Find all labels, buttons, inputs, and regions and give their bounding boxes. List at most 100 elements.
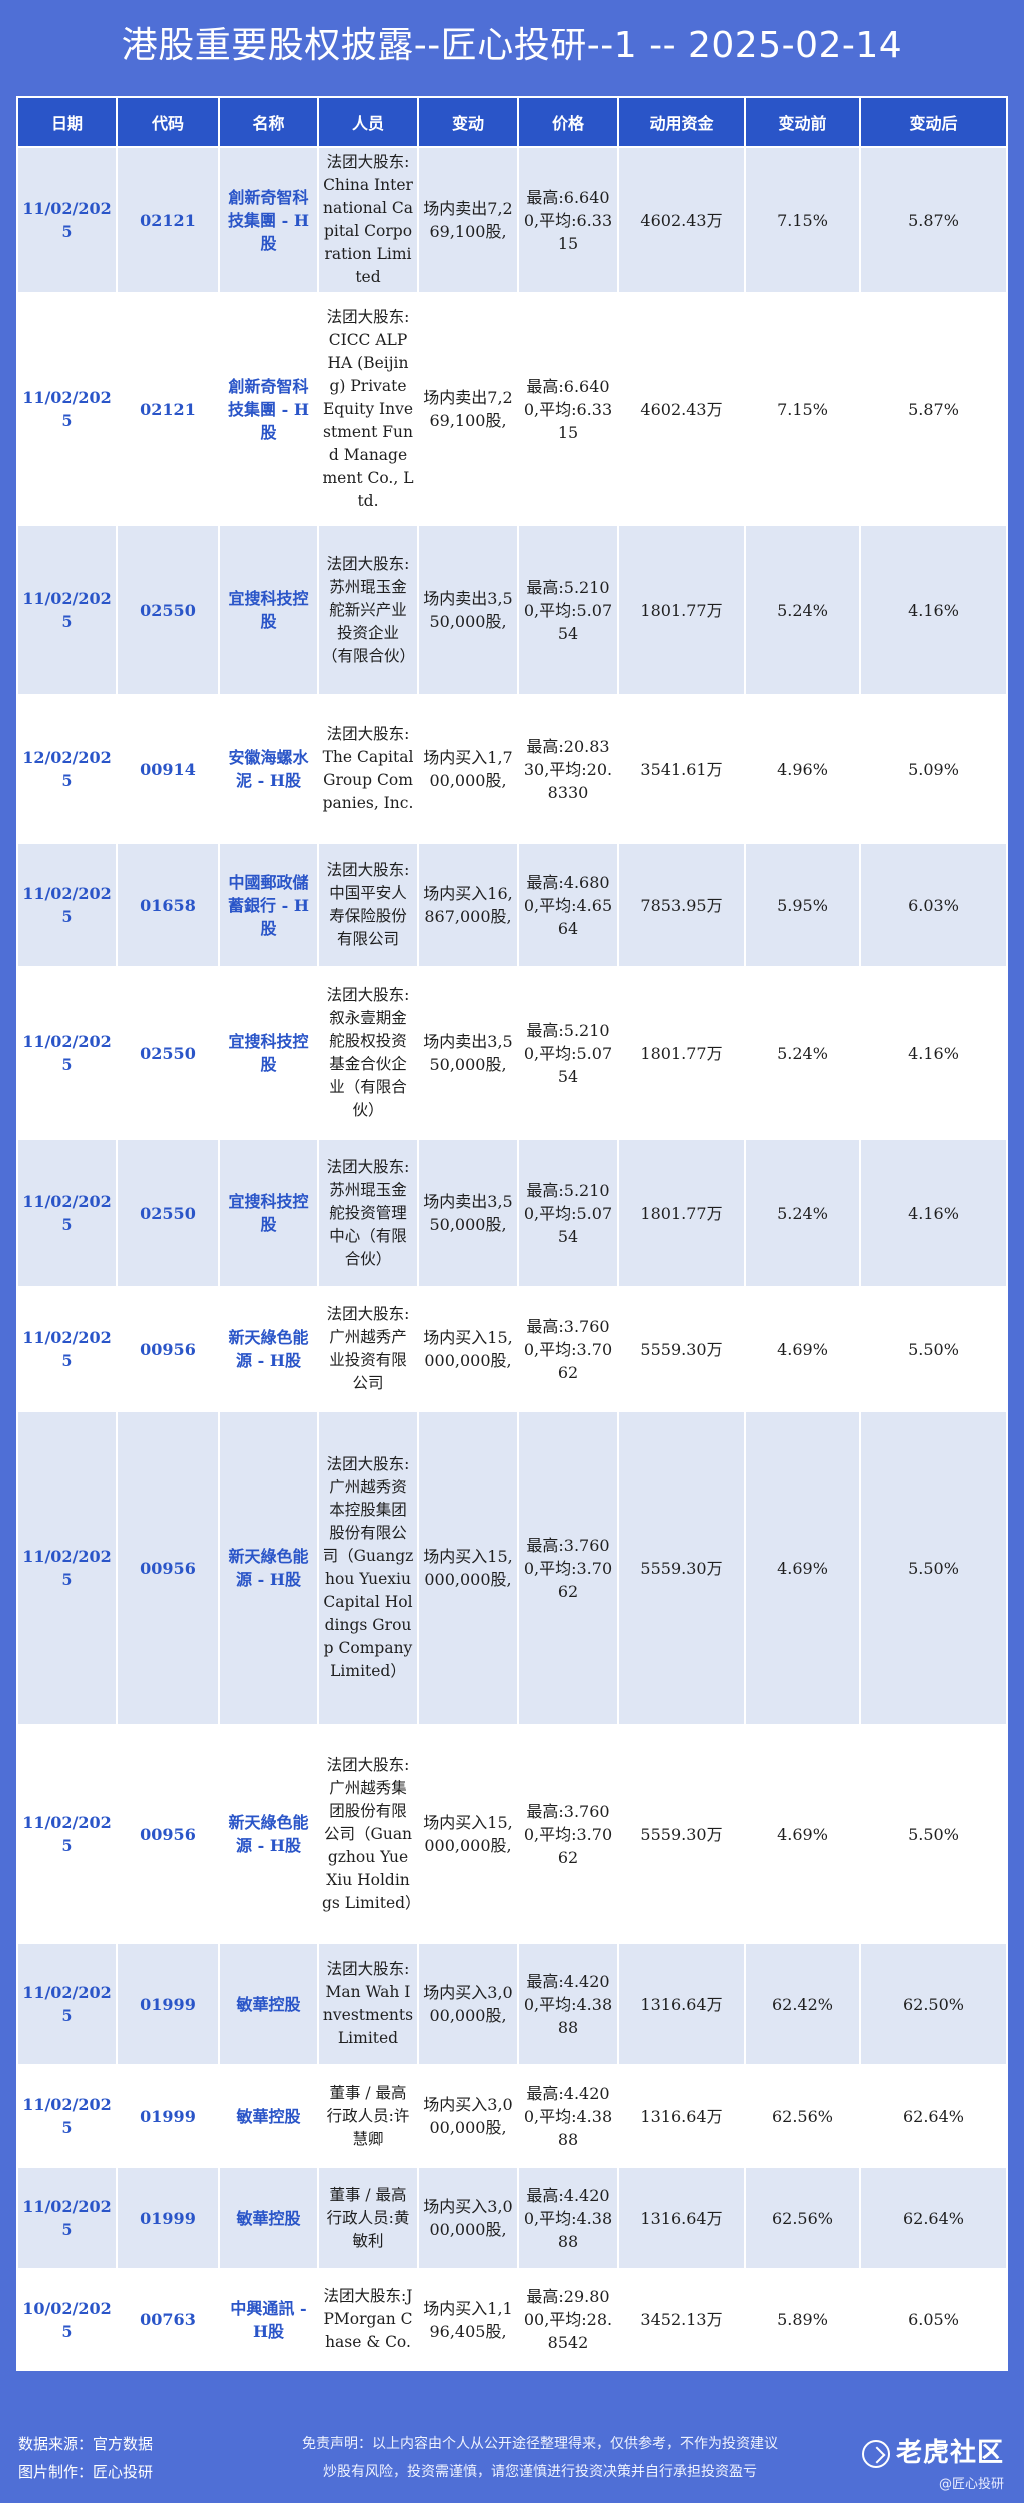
cell-change: 场内卖出7,269,100股, bbox=[417, 292, 519, 526]
footer-credits: 数据来源：官方数据 图片制作：匠心投研 bbox=[18, 2430, 153, 2486]
cell-name: 宜搜科技控股 bbox=[218, 524, 319, 696]
cell-change: 场内卖出3,550,000股, bbox=[417, 966, 519, 1140]
cell-before: 4.69% bbox=[744, 1410, 861, 1726]
cell-funds: 4602.43万 bbox=[617, 292, 746, 526]
table-row: 11/02/2025 01999 敏華控股 董事 / 最高行政人员:黄敏利 场内… bbox=[16, 2166, 1008, 2270]
cell-price: 最高:4.6800,平均:4.6564 bbox=[517, 842, 619, 968]
cell-date: 11/02/2025 bbox=[16, 524, 118, 696]
cell-date: 11/02/2025 bbox=[16, 966, 118, 1140]
cell-funds: 1801.77万 bbox=[617, 1138, 746, 1288]
cell-after: 5.87% bbox=[859, 292, 1008, 526]
cell-change: 场内买入16,867,000股, bbox=[417, 842, 519, 968]
cell-code: 01999 bbox=[116, 2166, 220, 2270]
cell-funds: 1316.64万 bbox=[617, 2064, 746, 2168]
cell-funds: 5559.30万 bbox=[617, 1286, 746, 1412]
cell-after: 5.50% bbox=[859, 1286, 1008, 1412]
cell-name: 新天綠色能源 - H股 bbox=[218, 1410, 319, 1726]
cell-price: 最高:5.2100,平均:5.0754 bbox=[517, 1138, 619, 1288]
cell-code: 02550 bbox=[116, 966, 220, 1140]
cell-funds: 4602.43万 bbox=[617, 146, 746, 294]
cell-person: 法团大股东:Man Wah Investments Limited bbox=[317, 1942, 419, 2066]
column-header-change: 变动 bbox=[417, 96, 519, 148]
cell-person: 法团大股东:苏州琨玉金舵新兴产业投资企业（有限合伙） bbox=[317, 524, 419, 696]
cell-name: 宜搜科技控股 bbox=[218, 966, 319, 1140]
cell-date: 11/02/2025 bbox=[16, 146, 118, 294]
cell-code: 01658 bbox=[116, 842, 220, 968]
cell-price: 最高:6.6400,平均:6.3315 bbox=[517, 146, 619, 294]
cell-person: 法团大股东:The Capital Group Companies, Inc. bbox=[317, 694, 419, 844]
column-header-price: 价格 bbox=[517, 96, 619, 148]
cell-change: 场内买入15,000,000股, bbox=[417, 1286, 519, 1412]
cell-code: 00956 bbox=[116, 1286, 220, 1412]
table-row: 12/02/2025 00914 安徽海螺水泥 - H股 法团大股东:The C… bbox=[16, 694, 1008, 844]
cell-funds: 5559.30万 bbox=[617, 1724, 746, 1944]
cell-name: 創新奇智科技集團 - H股 bbox=[218, 292, 319, 526]
table-row: 11/02/2025 02550 宜搜科技控股 法团大股东:叙永壹期金舵股权投资… bbox=[16, 966, 1008, 1140]
cell-before: 62.42% bbox=[744, 1942, 861, 2066]
cell-date: 11/02/2025 bbox=[16, 2064, 118, 2168]
cell-code: 02121 bbox=[116, 292, 220, 526]
cell-before: 5.24% bbox=[744, 524, 861, 696]
column-header-code: 代码 bbox=[116, 96, 220, 148]
table-row: 11/02/2025 01658 中國郵政儲蓄銀行 - H股 法团大股东:中国平… bbox=[16, 842, 1008, 968]
cell-date: 10/02/2025 bbox=[16, 2268, 118, 2371]
table-row: 10/02/2025 00763 中興通訊 - H股 法团大股东:JPMorga… bbox=[16, 2268, 1008, 2371]
cell-date: 11/02/2025 bbox=[16, 842, 118, 968]
cell-funds: 1316.64万 bbox=[617, 2166, 746, 2270]
column-header-before: 变动前 bbox=[744, 96, 861, 148]
cell-price: 最高:29.8000,平均:28.8542 bbox=[517, 2268, 619, 2371]
cell-change: 场内卖出3,550,000股, bbox=[417, 1138, 519, 1288]
cell-after: 6.03% bbox=[859, 842, 1008, 968]
cell-before: 5.24% bbox=[744, 966, 861, 1140]
cell-before: 4.69% bbox=[744, 1724, 861, 1944]
logo-subtext: @匠心投研 bbox=[938, 2477, 1004, 2492]
cell-date: 11/02/2025 bbox=[16, 1724, 118, 1944]
cell-person: 法团大股东:广州越秀产业投资有限公司 bbox=[317, 1286, 419, 1412]
column-header-person: 人员 bbox=[317, 96, 419, 148]
cell-after: 4.16% bbox=[859, 1138, 1008, 1288]
cell-before: 4.69% bbox=[744, 1286, 861, 1412]
cell-date: 11/02/2025 bbox=[16, 1410, 118, 1726]
table-row: 11/02/2025 02550 宜搜科技控股 法团大股东:苏州琨玉金舵新兴产业… bbox=[16, 524, 1008, 696]
cell-date: 11/02/2025 bbox=[16, 292, 118, 526]
cell-price: 最高:4.4200,平均:4.3888 bbox=[517, 2064, 619, 2168]
cell-name: 宜搜科技控股 bbox=[218, 1138, 319, 1288]
cell-name: 敏華控股 bbox=[218, 2064, 319, 2168]
cell-code: 00914 bbox=[116, 694, 220, 844]
cell-before: 62.56% bbox=[744, 2064, 861, 2168]
cell-code: 00763 bbox=[116, 2268, 220, 2371]
cell-name: 中興通訊 - H股 bbox=[218, 2268, 319, 2371]
cell-person: 法团大股东:广州越秀资本控股集团股份有限公司（Guangzhou Yuexiu … bbox=[317, 1410, 419, 1726]
cell-price: 最高:3.7600,平均:3.7062 bbox=[517, 1286, 619, 1412]
cell-funds: 7853.95万 bbox=[617, 842, 746, 968]
cell-after: 62.64% bbox=[859, 2166, 1008, 2270]
cell-date: 11/02/2025 bbox=[16, 1286, 118, 1412]
cell-person: 法团大股东:CICC ALPHA (Beijing) Private Equit… bbox=[317, 292, 419, 526]
cell-before: 62.56% bbox=[744, 2166, 861, 2270]
table-row: 11/02/2025 02121 創新奇智科技集團 - H股 法团大股东:Chi… bbox=[16, 146, 1008, 294]
table-row: 11/02/2025 00956 新天綠色能源 - H股 法团大股东:广州越秀产… bbox=[16, 1286, 1008, 1412]
table-row: 11/02/2025 00956 新天綠色能源 - H股 法团大股东:广州越秀资… bbox=[16, 1410, 1008, 1726]
watermark-logo: 老虎社区 @匠心投研 bbox=[861, 2432, 1004, 2492]
cell-after: 4.16% bbox=[859, 966, 1008, 1140]
cell-name: 新天綠色能源 - H股 bbox=[218, 1724, 319, 1944]
table-row: 11/02/2025 00956 新天綠色能源 - H股 法团大股东:广州越秀集… bbox=[16, 1724, 1008, 1944]
cell-person: 法团大股东:苏州琨玉金舵投资管理中心（有限合伙） bbox=[317, 1138, 419, 1288]
cell-date: 11/02/2025 bbox=[16, 1138, 118, 1288]
cell-price: 最高:6.6400,平均:6.3315 bbox=[517, 292, 619, 526]
disclosure-table: 日期 代码 名称 人员 变动 价格 动用资金 变动前 变动后 11/02/202… bbox=[16, 96, 1008, 2371]
cell-price: 最高:20.8330,平均:20.8330 bbox=[517, 694, 619, 844]
cell-change: 场内买入3,000,000股, bbox=[417, 2064, 519, 2168]
cell-price: 最高:3.7600,平均:3.7062 bbox=[517, 1410, 619, 1726]
cell-person: 董事 / 最高行政人员:黄敏利 bbox=[317, 2166, 419, 2270]
cell-code: 01999 bbox=[116, 1942, 220, 2066]
cell-code: 00956 bbox=[116, 1410, 220, 1726]
cell-date: 12/02/2025 bbox=[16, 694, 118, 844]
disclosure-table-container: 日期 代码 名称 人员 变动 价格 动用资金 变动前 变动后 11/02/202… bbox=[16, 96, 1008, 2371]
cell-change: 场内买入3,000,000股, bbox=[417, 2166, 519, 2270]
footer-disclaimer-line-2: 炒股有风险，投资需谨慎，请您谨慎进行投资决策并自行承担投资盈亏 bbox=[323, 2464, 757, 2480]
cell-person: 法团大股东:广州越秀集团股份有限公司（Guangzhou Yue Xiu Hol… bbox=[317, 1724, 421, 1944]
column-header-name: 名称 bbox=[218, 96, 319, 148]
cell-after: 6.05% bbox=[859, 2268, 1008, 2371]
cell-code: 02550 bbox=[116, 1138, 220, 1288]
